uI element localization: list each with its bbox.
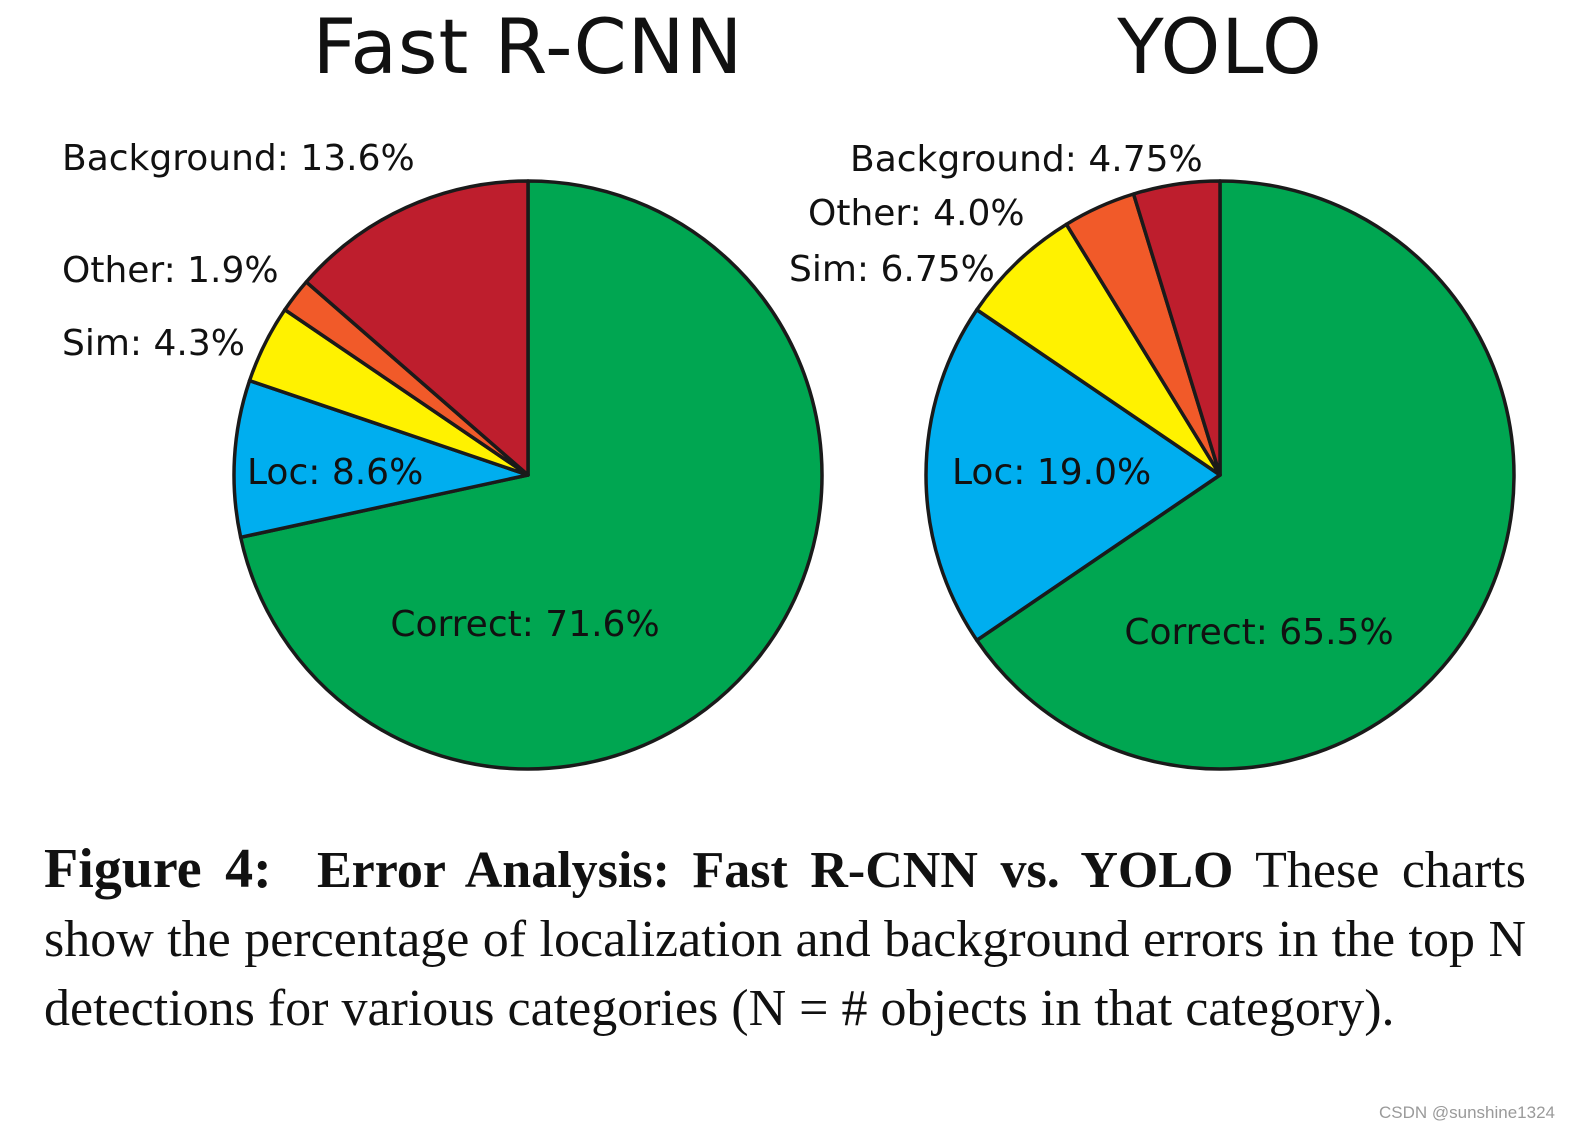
slice-label-loc: Loc: 8.6%	[247, 452, 423, 493]
slice-label-other: Other: 1.9%	[62, 250, 279, 291]
slice-label-correct: Correct: 71.6%	[390, 604, 659, 645]
pie-slice-background	[1131, 179, 1222, 477]
chart-title-yolo: YOLO	[1117, 2, 1323, 91]
slice-label-background: Background: 4.75%	[850, 139, 1203, 180]
pie-slice-background	[304, 179, 530, 477]
slice-label-correct: Correct: 65.5%	[1124, 612, 1393, 653]
caption-title: Error Analysis: Fast R-CNN vs. YOLO	[317, 842, 1234, 899]
slice-label-sim: Sim: 4.3%	[62, 323, 245, 364]
figure-label: Figure 4:	[44, 838, 272, 900]
pie-slice-loc	[232, 378, 530, 540]
slice-label-sim: Sim: 6.75%	[789, 249, 995, 290]
caption-body: These charts show the percentage of loca…	[44, 842, 1527, 1037]
pie-slice-loc	[924, 307, 1222, 643]
figure-caption: Figure 4: Error Analysis: Fast R-CNN vs.…	[44, 835, 1526, 1043]
pie-chart-yolo: Correct: 65.5% Loc: 19.0% Sim: 6.75% Other:…	[789, 139, 1516, 771]
pie-slice-correct	[238, 179, 824, 771]
pie-chart-fast-rcnn: Correct: 71.6% Loc: 8.6% Sim: 4.3% Other: 1…	[62, 138, 824, 771]
chart-title-fast-rcnn: Fast R-CNN	[312, 2, 744, 91]
pie-slice-correct	[975, 179, 1516, 771]
watermark: CSDN @sunshine1324	[1378, 1103, 1555, 1122]
slice-label-background: Background: 13.6%	[62, 138, 415, 179]
pie-charts: Correct: 71.6% Loc: 8.6% Sim: 4.3% Other: 1…	[62, 138, 1516, 771]
pie-slice-sim	[975, 222, 1222, 477]
slice-label-loc: Loc: 19.0%	[952, 452, 1151, 493]
slice-label-other: Other: 4.0%	[808, 193, 1025, 234]
